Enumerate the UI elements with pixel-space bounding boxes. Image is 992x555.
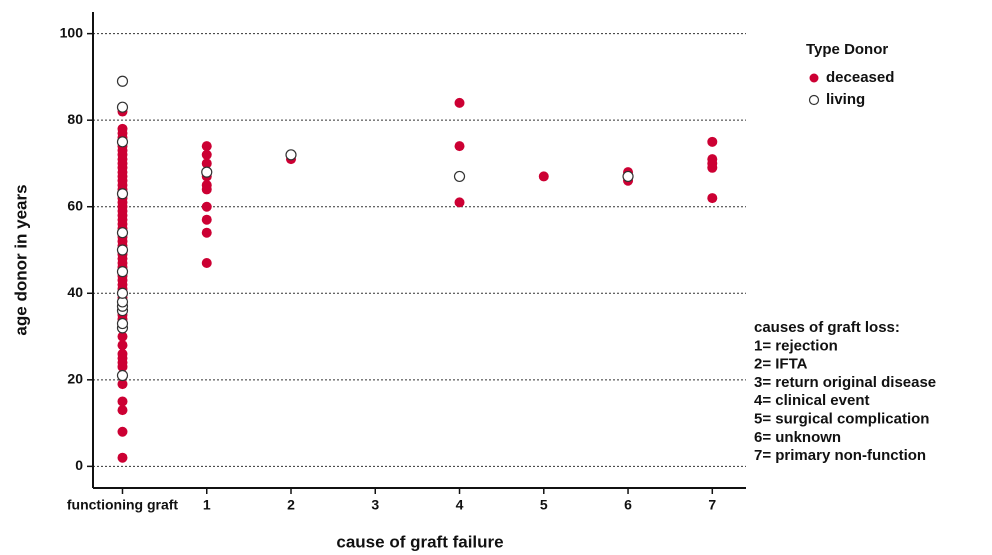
x-tick-label: 1 [203, 497, 211, 513]
point [117, 426, 128, 437]
point [538, 171, 549, 182]
legend-marker [808, 94, 820, 106]
point [116, 266, 129, 278]
point [117, 405, 128, 416]
point [116, 227, 129, 239]
x-tick-label: 2 [287, 497, 295, 513]
point [117, 379, 128, 390]
x-tick-label: 4 [456, 497, 464, 513]
point [201, 166, 213, 178]
point [454, 141, 465, 152]
point [116, 75, 129, 87]
y-tick-label: 40 [67, 284, 83, 300]
x-tick-label: 6 [624, 497, 632, 513]
point [116, 369, 129, 382]
annotation-line: 5= surgical complication [754, 410, 929, 427]
annotation-line: 2= IFTA [754, 356, 808, 373]
x-tick-label: functioning graft [67, 497, 179, 513]
point [707, 162, 718, 173]
x-tick-label: 5 [540, 497, 548, 513]
annotation-line: causes of graft loss: [754, 319, 900, 336]
point [116, 136, 129, 148]
legend-title: Type Donor [806, 41, 888, 58]
x-axis-title: cause of graft failure [336, 532, 503, 551]
point [201, 227, 212, 238]
point [201, 149, 212, 160]
point [116, 317, 129, 330]
y-tick-label: 80 [67, 111, 83, 127]
annotation-line: 3= return original disease [754, 374, 936, 391]
point [201, 257, 212, 268]
point [285, 149, 297, 161]
annotation-line: 7= primary non-function [754, 447, 926, 464]
point [707, 136, 718, 147]
point [453, 170, 466, 183]
point [201, 184, 212, 195]
point [116, 188, 129, 200]
y-tick-label: 20 [67, 371, 83, 387]
point [622, 170, 634, 183]
point [117, 348, 128, 359]
point [116, 244, 129, 256]
point [116, 287, 129, 299]
point [454, 97, 465, 108]
point [116, 101, 129, 113]
point [201, 214, 212, 225]
legend-label: living [826, 91, 865, 108]
point [117, 452, 128, 463]
y-tick-label: 0 [75, 457, 83, 473]
point [201, 201, 212, 212]
y-tick-label: 60 [67, 197, 83, 213]
point [201, 141, 212, 152]
y-axis-title: age donor in years [11, 184, 30, 335]
point [201, 158, 212, 169]
point [117, 123, 128, 134]
point [707, 193, 718, 204]
legend-label: deceased [826, 69, 894, 86]
point [454, 197, 465, 208]
point [117, 396, 128, 407]
annotation-line: 6= unknown [754, 429, 841, 446]
x-tick-label: 3 [371, 497, 379, 513]
legend-marker [809, 73, 819, 83]
point [117, 340, 128, 351]
x-tick-label: 7 [708, 497, 716, 513]
annotation-line: 1= rejection [754, 337, 838, 354]
y-tick-label: 100 [60, 24, 84, 40]
point [117, 331, 128, 342]
annotation-line: 4= clinical event [754, 392, 869, 409]
